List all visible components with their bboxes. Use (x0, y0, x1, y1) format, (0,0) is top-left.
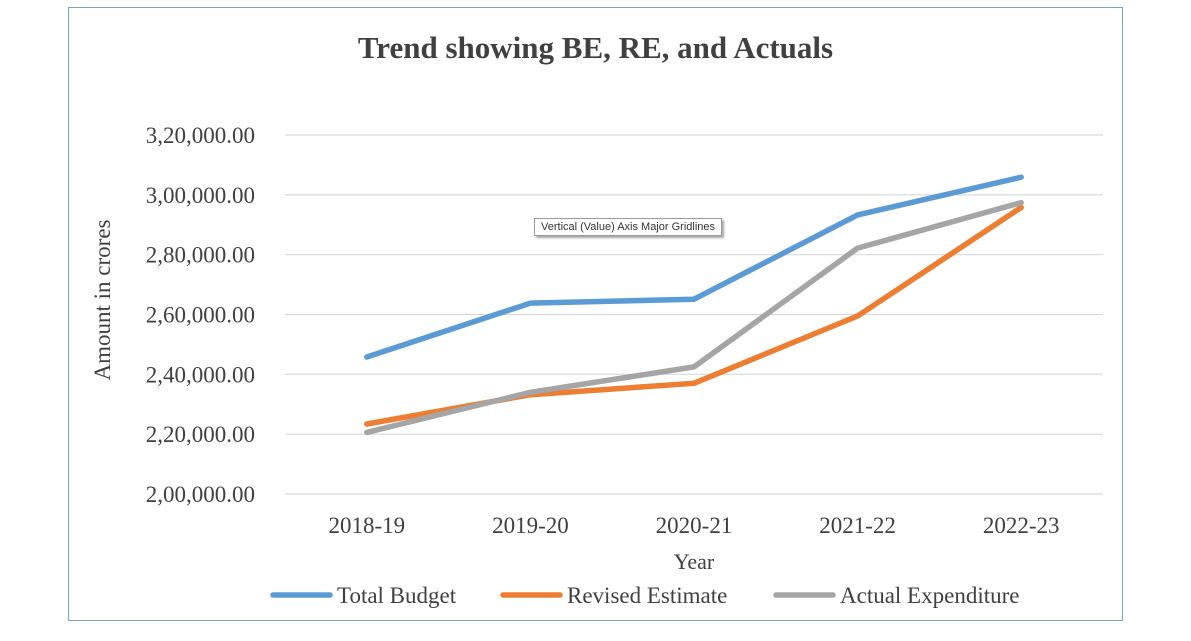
legend-label: Total Budget (337, 583, 457, 608)
y-tick-label: 3,00,000.00 (146, 183, 255, 208)
y-axis-title: Amount in crores (90, 219, 115, 380)
gridlines-tooltip: Vertical (Value) Axis Major Gridlines (534, 218, 723, 236)
y-tick-label: 2,80,000.00 (146, 243, 255, 268)
chart-title: Trend showing BE, RE, and Actuals (357, 30, 834, 65)
x-tick-label: 2019-20 (492, 513, 569, 538)
x-tick-label: 2021-22 (819, 513, 896, 538)
x-tick-label: 2018-19 (328, 513, 405, 538)
y-tick-label: 2,20,000.00 (146, 422, 255, 447)
x-tick-label: 2020-21 (656, 513, 733, 538)
y-tick-label: 2,60,000.00 (146, 303, 255, 328)
series-line-revised-estimate (364, 204, 1024, 427)
series-line-total-budget (364, 174, 1024, 360)
y-tick-label: 2,40,000.00 (146, 362, 255, 387)
x-axis-title: Year (674, 549, 715, 574)
legend-label: Revised Estimate (567, 583, 727, 608)
legend-label: Actual Expenditure (840, 583, 1019, 608)
x-tick-label: 2022-23 (983, 513, 1060, 538)
series-line-actual-expenditure (364, 199, 1024, 436)
y-tick-label: 3,20,000.00 (146, 123, 255, 148)
y-tick-label: 2,00,000.00 (146, 482, 255, 507)
